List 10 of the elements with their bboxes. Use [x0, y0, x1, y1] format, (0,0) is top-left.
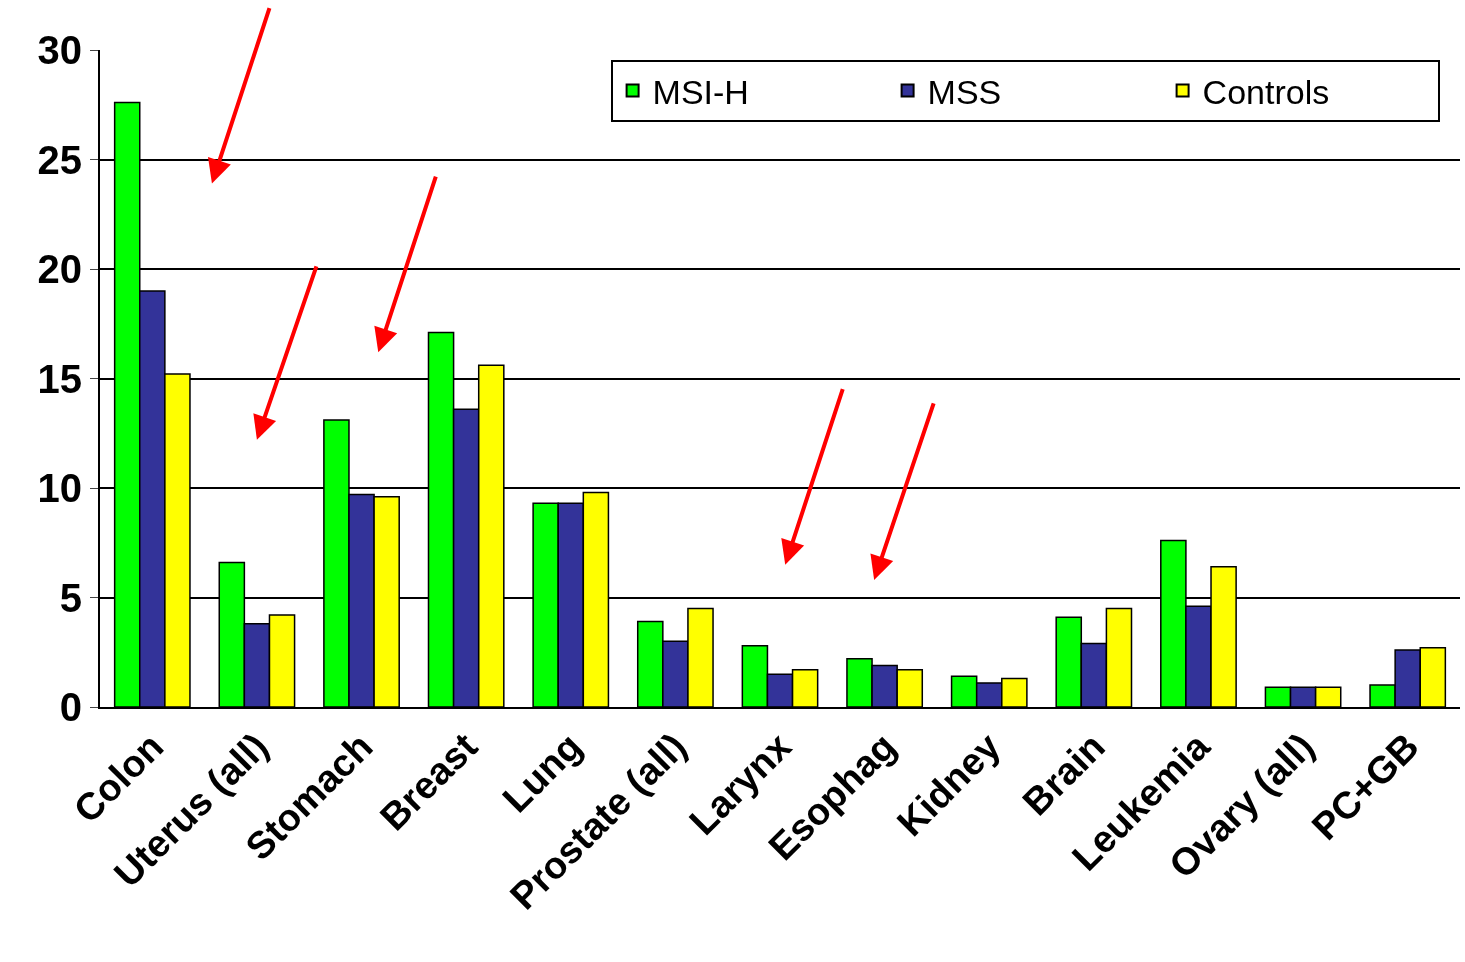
y-tick-label: 10 [37, 466, 82, 510]
y-tick-label: 20 [37, 247, 82, 291]
y-tick-label: 0 [59, 685, 82, 729]
legend-label: MSI-H [652, 72, 749, 111]
y-tick-label: 15 [37, 356, 82, 401]
legend-label: Controls [1202, 72, 1330, 111]
legend-label: MSS [927, 72, 1002, 111]
y-tick-label: 5 [59, 575, 82, 620]
y-tick-label: 30 [37, 28, 82, 72]
y-tick-label: 25 [37, 137, 82, 182]
